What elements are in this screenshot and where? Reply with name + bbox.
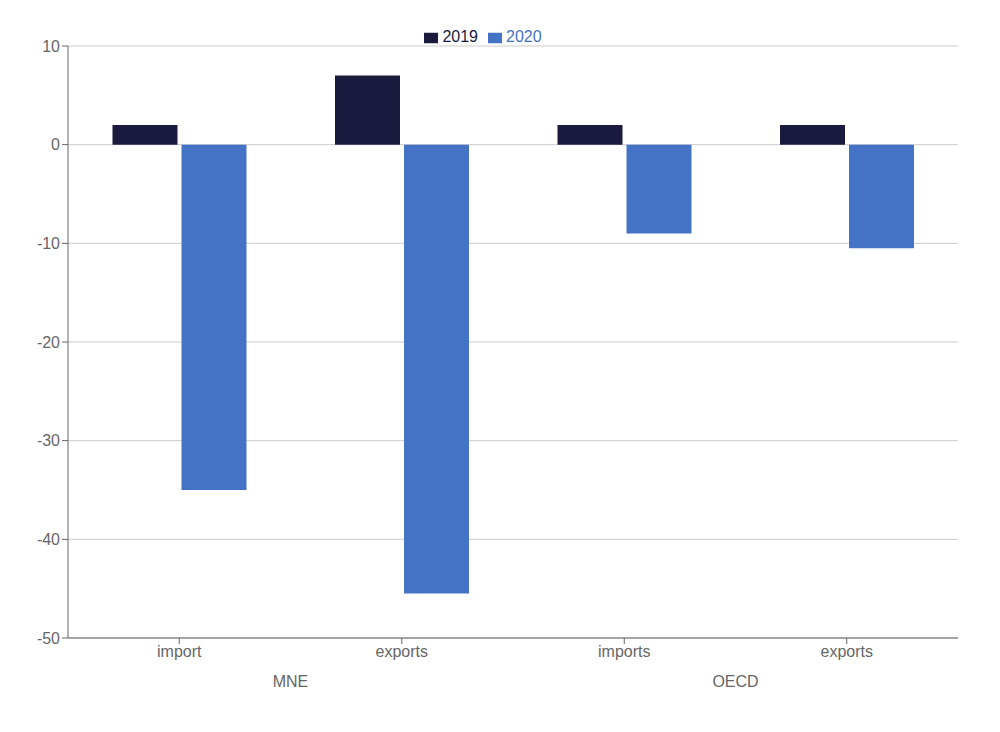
svg-text:-40: -40 xyxy=(37,531,60,548)
svg-text:-30: -30 xyxy=(37,432,60,449)
svg-text:exports: exports xyxy=(376,643,428,660)
svg-text:OECD: OECD xyxy=(712,673,758,690)
svg-text:MNE: MNE xyxy=(273,673,309,690)
svg-text:import: import xyxy=(157,643,202,660)
html-text:2019: 2019 xyxy=(442,28,478,45)
html-text:2020: 2020 xyxy=(506,28,542,45)
svg-text:0: 0 xyxy=(51,136,60,153)
svg-text:-10: -10 xyxy=(37,235,60,252)
svg-text:exports: exports xyxy=(821,643,873,660)
svg-text:10: 10 xyxy=(42,38,60,55)
svg-text:imports: imports xyxy=(598,643,650,660)
svg-text:-20: -20 xyxy=(37,334,60,351)
svg-text:-50: -50 xyxy=(37,630,60,647)
